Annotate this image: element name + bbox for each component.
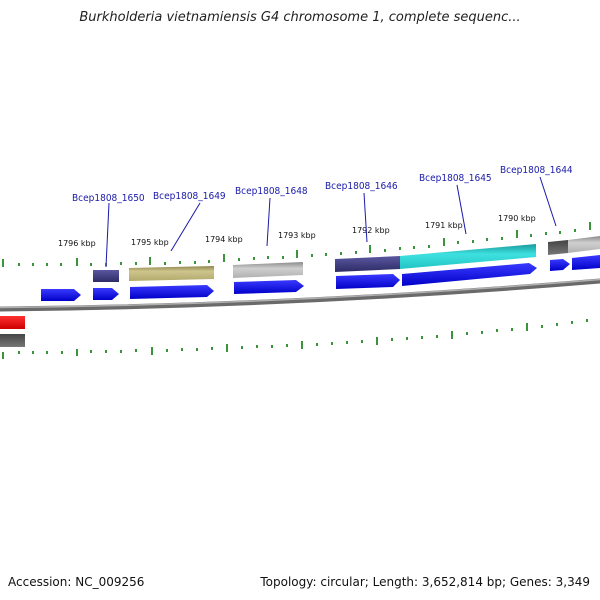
- kbp-label: 1794 kbp: [205, 235, 243, 244]
- cds-arrow: [130, 285, 214, 299]
- cds-red-block: [0, 316, 25, 329]
- kbp-label: 1796 kbp: [58, 239, 96, 248]
- cog-track: [93, 236, 600, 282]
- kbp-label: 1795 kbp: [131, 238, 169, 247]
- cog-block: [335, 256, 400, 272]
- cog-block: [568, 236, 600, 253]
- gene-label: Bcep1808_1644: [500, 165, 573, 176]
- inner-tick-ring: [2, 319, 588, 359]
- gene-label: Bcep1808_1645: [419, 173, 492, 184]
- genome-backbone-highlight: [0, 278, 600, 309]
- genome-summary-text: Topology: circular; Length: 3,652,814 bp…: [260, 575, 590, 589]
- accession-text: Accession: NC_009256: [8, 575, 145, 589]
- kbp-label: 1790 kbp: [498, 214, 536, 223]
- cds-arrow: [41, 289, 81, 301]
- cds-arrow: [550, 259, 570, 271]
- cds-arrow: [336, 274, 400, 289]
- gene-label: Bcep1808_1648: [235, 186, 308, 197]
- gene-callouts: [105, 176, 557, 268]
- cog-block: [548, 240, 568, 255]
- kbp-label: 1792 kbp: [352, 226, 390, 235]
- cds-arrow: [93, 288, 119, 300]
- cog-block: [129, 266, 214, 281]
- outer-tick-ring: [2, 222, 591, 267]
- gene-labels: Bcep1808_1650 Bcep1808_1649 Bcep1808_164…: [72, 165, 573, 204]
- gene-label: Bcep1808_1646: [325, 181, 398, 192]
- kbp-labels: 1796 kbp 1795 kbp 1794 kbp 1793 kbp 1792…: [58, 214, 536, 248]
- gene-label: Bcep1808_1649: [153, 191, 226, 202]
- genome-backbone: [0, 278, 600, 312]
- kbp-label: 1791 kbp: [425, 221, 463, 230]
- cds-arrow: [402, 263, 537, 286]
- kbp-label: 1793 kbp: [278, 231, 316, 240]
- cog-block: [93, 270, 119, 282]
- cds-track: [41, 255, 600, 301]
- cog-block: [233, 262, 303, 278]
- cog-block: [400, 244, 536, 269]
- gene-label: Bcep1808_1650: [72, 193, 145, 204]
- map-title: Burkholderia vietnamiensis G4 chromosome…: [79, 10, 521, 25]
- cog-dark-block: [0, 334, 25, 347]
- cds-arrow: [572, 255, 600, 270]
- cds-arrow: [234, 280, 304, 294]
